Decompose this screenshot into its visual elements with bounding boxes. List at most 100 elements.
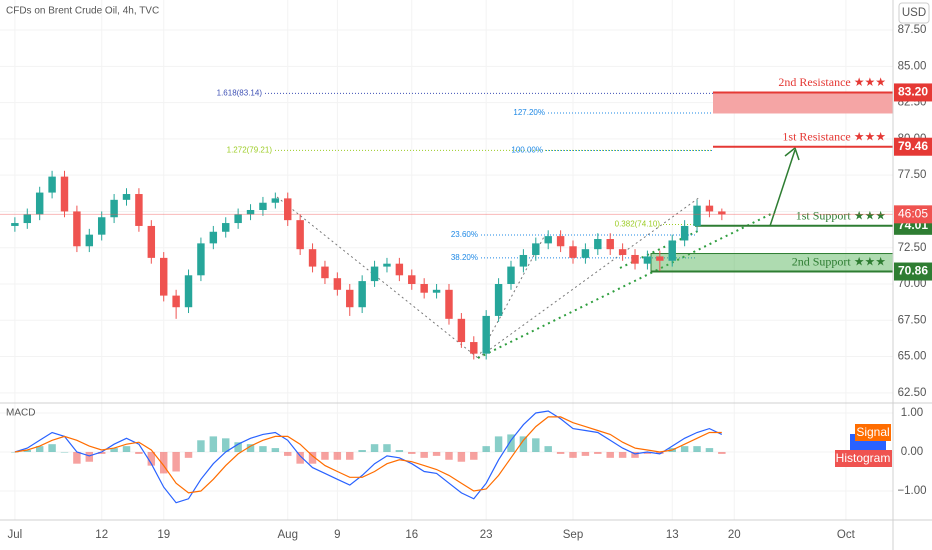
histogram-bar — [445, 451, 453, 460]
candle-body — [296, 220, 304, 250]
candle-body — [135, 194, 143, 226]
histogram-bar — [494, 436, 503, 452]
x-tick-label: Jul — [8, 529, 23, 541]
candle-body — [680, 225, 689, 241]
histogram-bar — [284, 451, 292, 456]
histogram-bar — [395, 450, 404, 452]
level-label: 2nd Support ★★★ — [792, 254, 886, 268]
x-tick-label: 19 — [157, 529, 170, 541]
legend-badge — [835, 450, 892, 467]
candle-body — [246, 209, 255, 215]
candle-body — [631, 254, 639, 264]
level-price-label: 83.20 — [898, 85, 928, 99]
candle-body — [259, 202, 267, 210]
grid — [0, 0, 893, 520]
histogram-bar — [308, 451, 317, 464]
candle-body — [346, 289, 354, 308]
histogram-bar — [147, 451, 156, 466]
histogram-bar — [259, 446, 267, 452]
x-tick-label: Oct — [837, 529, 856, 541]
level-price-label: 79.46 — [898, 139, 928, 153]
x-tick-label: Sep — [563, 529, 583, 541]
histogram-bar — [234, 442, 242, 452]
level-price-box — [894, 262, 932, 281]
candle-body — [11, 223, 19, 226]
candle-body — [408, 275, 416, 285]
chart-title: CFDs on Brent Crude Oil, 4h, TVC — [6, 6, 159, 17]
macd-line — [14, 410, 723, 504]
candle-body — [172, 295, 180, 308]
histogram-bar — [35, 446, 44, 452]
candle-body — [333, 278, 342, 290]
y-tick-label: 77.50 — [898, 169, 927, 181]
candle-body — [234, 214, 242, 224]
currency-box — [898, 2, 930, 24]
candle-body — [271, 198, 280, 203]
plot: 1.618(83.14) 127.20% 1.272(79.21) 100.00% 0.… — [0, 75, 894, 504]
candle-body — [457, 318, 466, 343]
histogram-bar — [197, 440, 205, 452]
histogram-bar — [408, 451, 416, 454]
candle-body — [48, 176, 56, 193]
histogram-bar — [680, 446, 689, 452]
candle-body — [73, 211, 81, 247]
candle-body — [85, 234, 94, 247]
y-tick-label: 0.00 — [901, 446, 923, 458]
fib-label: 1.618(83.14) — [217, 88, 263, 97]
histogram-bar — [246, 444, 255, 452]
histogram-bar — [470, 451, 478, 460]
y-tick-label: 62.50 — [898, 387, 927, 399]
candle-body — [556, 236, 565, 247]
histogram-bar — [507, 434, 515, 452]
candle-body — [482, 315, 490, 354]
candle-body — [705, 205, 714, 212]
y-tick-label: 65.00 — [898, 351, 927, 363]
x-tick-label: 16 — [405, 529, 418, 541]
histogram-bar — [23, 450, 32, 452]
trend-line — [477, 211, 776, 359]
x-tick-label: 9 — [334, 529, 340, 541]
level-label: 1st Resistance ★★★ — [782, 129, 886, 143]
candle-body — [35, 192, 44, 215]
y-tick-label: 87.50 — [898, 24, 927, 36]
candle-body — [445, 289, 453, 319]
legend-badge — [855, 424, 891, 441]
fib-label: 127.20% — [513, 108, 545, 117]
candle-body — [718, 211, 726, 215]
histogram-bar — [271, 448, 280, 452]
histogram-bar — [97, 451, 106, 454]
candle-body — [370, 266, 379, 282]
histogram-bar — [569, 451, 577, 458]
x-tick-label: 23 — [480, 529, 493, 541]
candle-body — [60, 176, 69, 212]
currency: USD — [902, 7, 926, 19]
candle-body — [618, 249, 627, 255]
candle-body — [643, 256, 652, 264]
histogram-bar — [457, 451, 466, 462]
histogram-bar — [73, 451, 81, 464]
candle-body — [209, 231, 218, 244]
histogram-bar — [643, 451, 652, 454]
histogram-bar — [482, 446, 490, 452]
candle-body — [668, 240, 676, 261]
y-tick-label: 70.00 — [898, 278, 927, 290]
candle-body — [494, 284, 503, 316]
x-tick-label: 12 — [95, 529, 108, 541]
candle-body — [358, 281, 366, 308]
level-price-box — [894, 137, 932, 156]
histogram-bar — [222, 438, 230, 452]
legend-label: Histogram — [836, 451, 891, 465]
histogram-bar — [618, 451, 627, 458]
y-tick-label: 1.00 — [901, 407, 923, 419]
histogram-bar — [122, 446, 131, 452]
histogram-bar — [656, 451, 664, 454]
candle-body — [532, 243, 540, 255]
histogram-bar — [85, 451, 94, 462]
candle-body — [581, 249, 590, 258]
candle-body — [222, 223, 230, 232]
level-label: 2nd Resistance ★★★ — [778, 75, 886, 89]
x-tick-label: Aug — [278, 529, 298, 541]
histogram-bar — [60, 451, 69, 453]
arrow-head — [784, 146, 800, 161]
